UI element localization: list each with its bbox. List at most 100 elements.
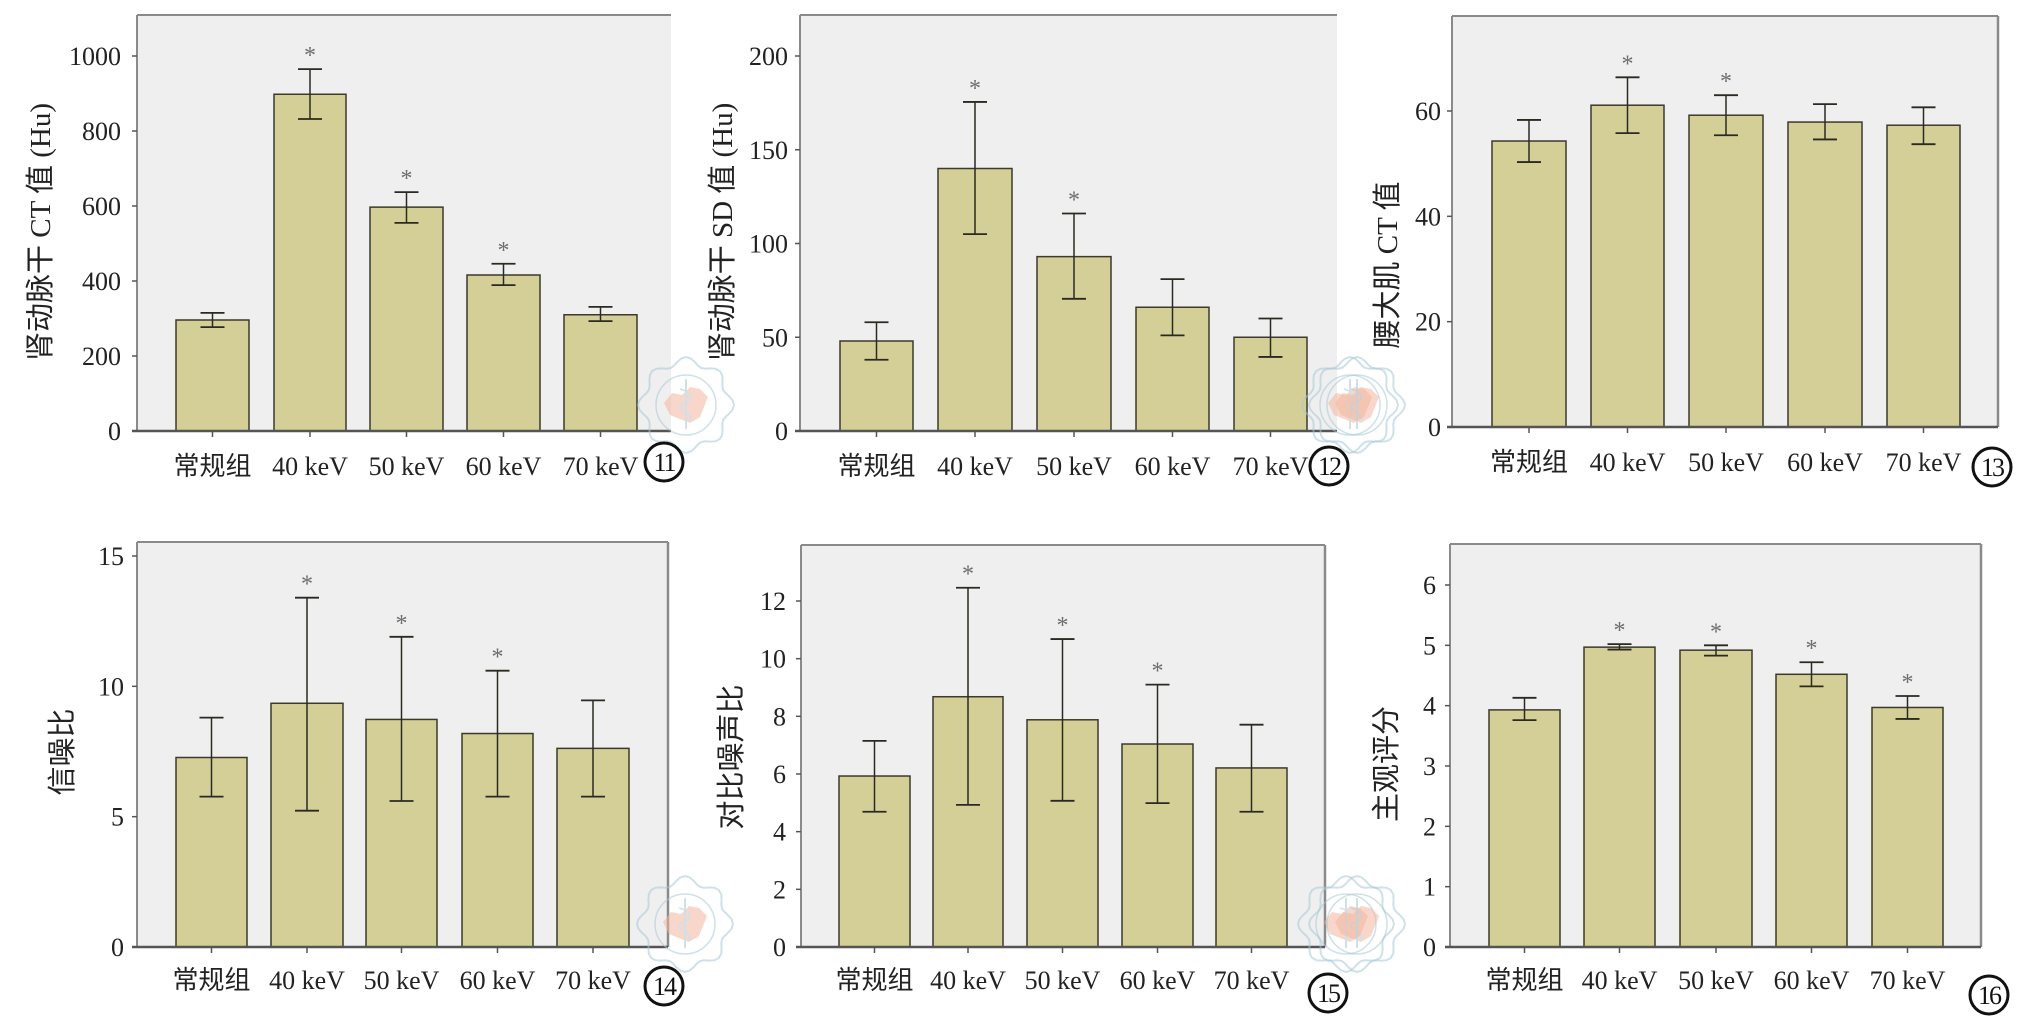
seal-inner-ring xyxy=(1315,893,1377,955)
significance-star: * xyxy=(1902,670,1914,696)
y-tick-label: 200 xyxy=(749,42,788,71)
y-tick-label: 4 xyxy=(1423,692,1436,721)
seal-snake-icon xyxy=(1350,388,1363,422)
y-tick-label: 100 xyxy=(749,230,788,259)
seal-outer-ring xyxy=(1307,874,1407,974)
y-tick-label: 6 xyxy=(1423,571,1436,600)
x-category-label: 50 keV xyxy=(369,452,445,481)
seal-watermark xyxy=(1307,355,1407,455)
significance-star: * xyxy=(1068,188,1080,214)
x-category-label: 40 keV xyxy=(1590,448,1666,477)
x-category-label: 40 keV xyxy=(269,966,345,995)
panel-number-circle xyxy=(1307,972,1349,1014)
x-category-label: 40 keV xyxy=(1582,966,1658,995)
panel-number-circle xyxy=(643,965,685,1007)
panel-number-label: 11 xyxy=(653,448,675,477)
y-tick-label: 15 xyxy=(98,542,124,571)
x-category-label: 60 keV xyxy=(1135,452,1211,481)
panel-number-circle xyxy=(1971,446,2013,488)
panel-number-label: 12 xyxy=(1318,452,1341,481)
significance-star: * xyxy=(396,611,408,637)
bar-3 xyxy=(369,206,444,432)
y-tick-label: 60 xyxy=(1415,97,1441,126)
x-category-label: 40 keV xyxy=(272,452,348,481)
x-category-label: 60 keV xyxy=(466,452,542,481)
seal-outer-ring xyxy=(636,355,736,455)
y-tick-label: 50 xyxy=(762,323,788,352)
x-category-label: 常规组 xyxy=(173,452,251,481)
bar-5 xyxy=(1886,124,1961,428)
seal-outer-ring xyxy=(1300,355,1400,455)
y-tick-label: 0 xyxy=(773,933,786,962)
bar-2 xyxy=(1590,104,1665,428)
y-axis-label: 对比噪声比 xyxy=(715,684,748,829)
y-tick-label: 5 xyxy=(111,803,124,832)
seal-inner-ring xyxy=(654,893,716,955)
x-category-label: 50 keV xyxy=(1688,448,1764,477)
x-category-label: 60 keV xyxy=(1120,966,1196,995)
x-category-label: 60 keV xyxy=(1774,966,1850,995)
x-category-label: 70 keV xyxy=(1233,452,1309,481)
x-category-label: 70 keV xyxy=(1870,966,1946,995)
x-category-label: 常规组 xyxy=(172,966,250,995)
y-axis-label: 主观评分 xyxy=(1370,706,1403,822)
significance-star: * xyxy=(969,76,981,102)
bar-5 xyxy=(1871,706,1944,948)
bar-5 xyxy=(1233,336,1308,432)
x-category-label: 70 keV xyxy=(1886,448,1962,477)
bar-1 xyxy=(1491,140,1567,428)
significance-star: * xyxy=(304,43,316,69)
seal-snake-icon xyxy=(1350,907,1363,941)
significance-star: * xyxy=(401,166,413,192)
significance-star: * xyxy=(1720,69,1732,95)
x-category-label: 70 keV xyxy=(563,452,639,481)
bar-3 xyxy=(1688,114,1764,428)
y-tick-label: 150 xyxy=(749,136,788,165)
significance-star: * xyxy=(1710,619,1722,645)
panel-number-label: 13 xyxy=(1981,453,2004,482)
y-tick-label: 1 xyxy=(1423,873,1436,902)
x-category-label: 50 keV xyxy=(1678,966,1754,995)
y-tick-label: 400 xyxy=(82,267,121,296)
x-category-label: 常规组 xyxy=(835,966,913,995)
y-tick-label: 6 xyxy=(773,760,786,789)
panel-number-label: 14 xyxy=(653,972,677,1001)
chart-panel-12: 0 50 100 150 200 肾动脉干 SD 值 (Hu) 常规组 * 40 keV * 50 … xyxy=(706,14,1400,487)
seal-snake-icon xyxy=(678,907,691,941)
y-tick-label: 10 xyxy=(98,672,124,701)
significance-star: * xyxy=(1057,613,1069,639)
y-tick-label: 12 xyxy=(760,587,786,616)
significance-star: * xyxy=(1614,618,1626,644)
significance-star: * xyxy=(962,562,974,588)
y-tick-label: 40 xyxy=(1415,202,1441,231)
bar-1 xyxy=(175,319,250,432)
y-axis-label: 腰大肌 CT 值 xyxy=(1371,181,1404,348)
panel-number-circle xyxy=(1968,974,2010,1016)
bar-1 xyxy=(1488,709,1561,948)
chart-panel-11: 0 200 400 600 800 1000 肾动脉干 CT 值 (Hu) 常规组 * 40 ke… xyxy=(24,14,736,483)
x-category-label: 70 keV xyxy=(555,966,631,995)
y-tick-label: 20 xyxy=(1415,308,1441,337)
y-axis-label: 肾动脉干 SD 值 (Hu) xyxy=(706,103,739,362)
significance-star: * xyxy=(1152,659,1164,685)
seal-inner-ring xyxy=(655,374,717,436)
x-category-label: 50 keV xyxy=(364,966,440,995)
panel-number-circle xyxy=(643,441,685,483)
panel-number-circle xyxy=(1308,445,1350,487)
panel-number-label: 15 xyxy=(1317,979,1340,1008)
bar-3 xyxy=(1679,649,1753,948)
seal-watermark xyxy=(636,355,736,455)
y-tick-label: 0 xyxy=(775,417,788,446)
significance-star: * xyxy=(301,572,313,598)
seal-snake-icon xyxy=(679,388,692,422)
seal-inner-ring xyxy=(1326,893,1388,955)
seal-outer-ring xyxy=(1296,874,1396,974)
seal-watermark xyxy=(635,874,735,974)
x-category-label: 50 keV xyxy=(1036,452,1112,481)
y-axis-label: 肾动脉干 CT 值 (Hu) xyxy=(24,103,57,361)
y-axis-label: 信噪比 xyxy=(46,708,79,795)
significance-star: * xyxy=(498,238,510,264)
